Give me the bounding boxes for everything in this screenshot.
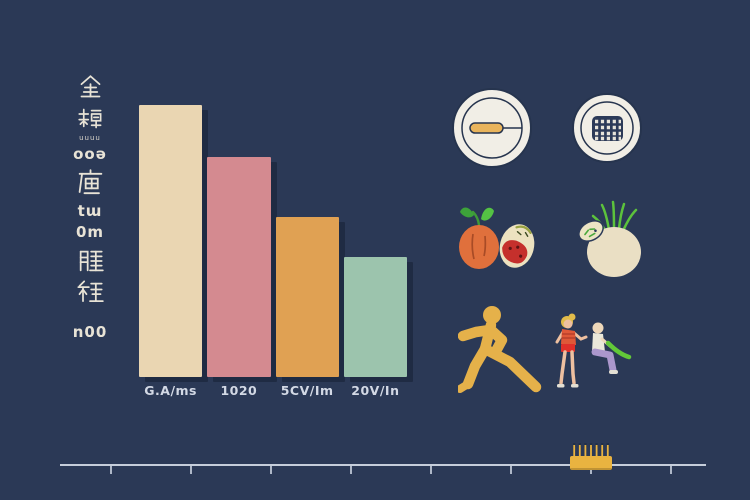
axis-tick: [670, 466, 672, 474]
cjk-glyph-zhong-1: [79, 250, 104, 272]
axis-tick: [190, 466, 192, 474]
bar-4: [343, 257, 407, 377]
plate-with-breadstick-icon: [452, 88, 532, 168]
x-label-4: 20V/In: [351, 383, 400, 398]
running-person-icon: [458, 306, 542, 393]
cjk-glyph-quan: [80, 75, 100, 98]
small-text-n00: n00: [72, 323, 108, 341]
small-scribble-text: uuuu: [79, 134, 101, 142]
axis-tick: [350, 466, 352, 474]
cjk-glyph-zhong-2: [77, 280, 104, 303]
resistance-band-icon: [605, 340, 632, 360]
axis-tick: [110, 466, 112, 474]
small-text-ooa: ooə: [73, 145, 107, 163]
x-label-3: 5CV/Im: [280, 383, 334, 398]
seated-exerciser-icon: [591, 322, 632, 374]
bar-1: [139, 105, 203, 377]
standing-exerciser-icon: [555, 313, 588, 388]
cjk-glyph-tong: [78, 169, 102, 195]
plate-with-waffle-icon: [572, 93, 642, 163]
cut-fruit-half-icon: [499, 224, 535, 268]
x-axis-labels: G.A/ms 1020 5CV/Im 20V/In: [139, 383, 407, 398]
bar-2: [207, 156, 271, 377]
peach-icon: [459, 207, 499, 269]
exercise-pair-icon: [555, 313, 632, 388]
axis-tick: [510, 466, 512, 474]
cjk-glyph-tang: [77, 108, 101, 129]
bar-chart: [139, 105, 407, 377]
turnip-icon: [578, 200, 641, 277]
small-text-tw: tɯ: [77, 202, 103, 220]
vertical-text-column: uuuu ooə tɯ 0m n00: [66, 74, 114, 341]
bottom-axis-line: [60, 464, 706, 466]
bar-3: [275, 216, 339, 377]
x-label-1: G.A/ms: [144, 383, 197, 398]
axis-tick: [430, 466, 432, 474]
x-label-2: 1020: [220, 383, 258, 398]
comb-icon: [570, 443, 612, 470]
small-text-om: 0m: [75, 223, 105, 241]
axis-tick: [270, 466, 272, 474]
